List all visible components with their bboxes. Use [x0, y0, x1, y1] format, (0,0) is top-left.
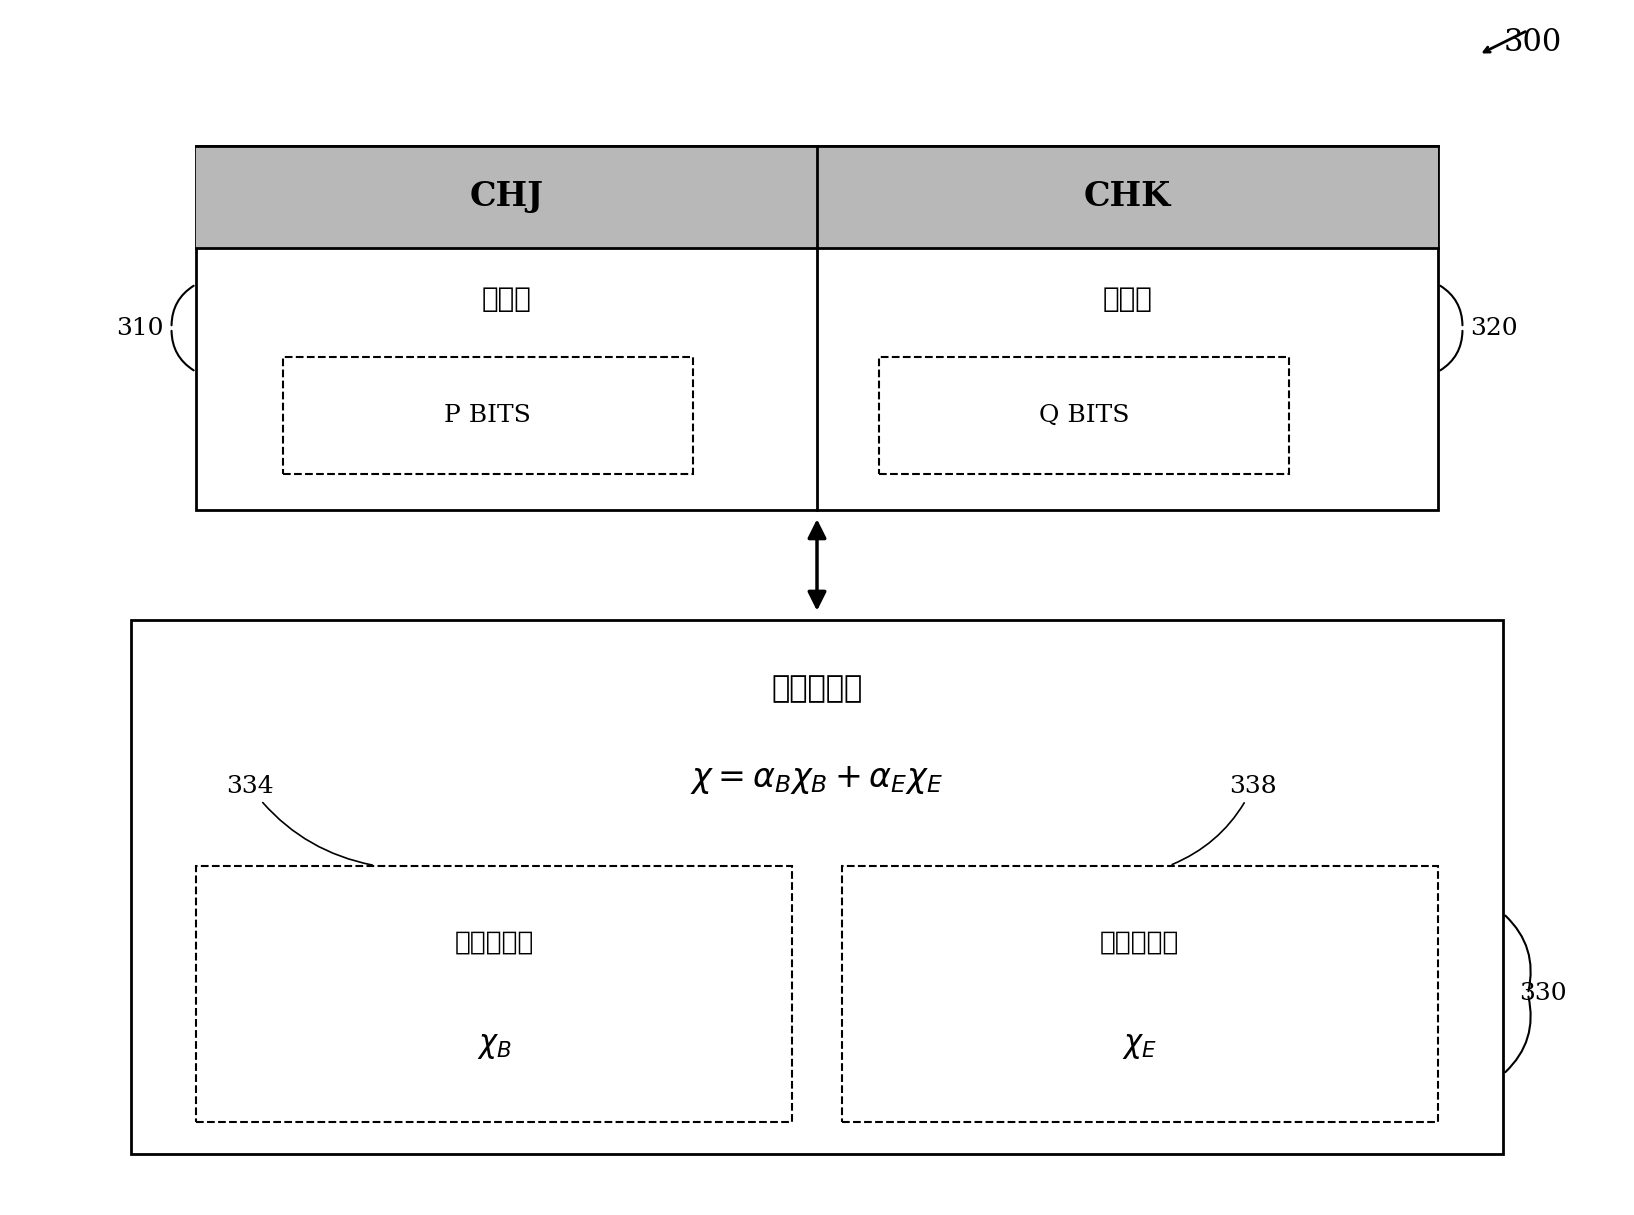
Text: 338: 338	[1172, 775, 1276, 865]
Bar	[842, 865, 1438, 1123]
Text: Q BITS: Q BITS	[1039, 405, 1129, 426]
Text: 基础星座图: 基础星座图	[454, 929, 534, 955]
Bar	[196, 146, 1438, 510]
Text: 300: 300	[1503, 27, 1562, 58]
Text: 330: 330	[1520, 983, 1567, 1005]
Text: CHJ: CHJ	[469, 180, 544, 214]
Text: 334: 334	[225, 775, 373, 865]
Text: 320: 320	[1471, 317, 1518, 339]
Text: 增强层: 增强层	[1103, 284, 1152, 313]
Bar	[283, 357, 693, 474]
Text: $\chi_B$: $\chi_B$	[477, 1029, 511, 1061]
Bar	[879, 357, 1289, 474]
Text: 分层星座图: 分层星座图	[771, 674, 863, 703]
Bar	[817, 146, 1438, 248]
Text: 基础层: 基础层	[482, 284, 531, 313]
Text: 增强星座图: 增强星座图	[1100, 929, 1180, 955]
Text: 310: 310	[116, 317, 163, 339]
Bar	[131, 620, 1503, 1154]
Text: $\chi = \alpha_B\chi_B + \alpha_E\chi_E$: $\chi = \alpha_B\chi_B + \alpha_E\chi_E$	[691, 764, 943, 796]
Text: P BITS: P BITS	[444, 405, 531, 426]
Bar	[196, 865, 792, 1123]
Text: $\chi_E$: $\chi_E$	[1123, 1029, 1157, 1061]
Bar	[196, 146, 817, 248]
Text: CHK: CHK	[1083, 180, 1172, 214]
